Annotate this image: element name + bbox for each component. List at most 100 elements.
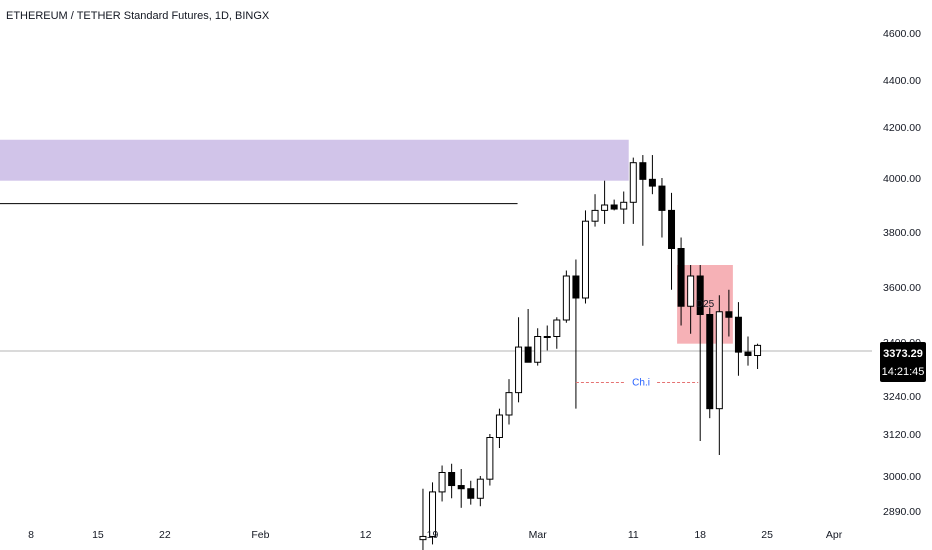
x-tick-label: 18	[694, 529, 706, 541]
candle	[543, 325, 551, 351]
candle	[754, 343, 762, 369]
zones-layer	[0, 139, 733, 344]
candle	[620, 191, 628, 224]
candle-body	[725, 311, 733, 318]
annotations-layer: D25 Ch.i	[575, 299, 715, 389]
candle	[524, 309, 532, 363]
candle	[706, 307, 714, 419]
chart-title: ETHEREUM / TETHER Standard Futures, 1D, …	[6, 10, 270, 22]
chi-label: Ch.i	[632, 378, 650, 389]
y-tick-label: 3800.00	[883, 227, 921, 239]
candle	[591, 194, 599, 227]
candle	[601, 180, 609, 224]
candle	[457, 469, 465, 508]
x-tick-label: Mar	[529, 529, 548, 541]
candle	[658, 178, 666, 238]
candle-body	[677, 248, 685, 307]
candle-body	[467, 488, 475, 499]
candle-body	[457, 485, 465, 490]
candle	[629, 157, 637, 224]
x-tick-label: 12	[360, 529, 372, 541]
candle-body	[668, 209, 676, 249]
demand-box-label: D25	[696, 299, 715, 310]
candle-body	[648, 178, 656, 187]
candle-body	[610, 204, 618, 210]
candle-body	[639, 162, 647, 180]
candle	[744, 336, 752, 366]
candle-body	[486, 437, 494, 480]
candle-body	[658, 185, 666, 211]
y-axis[interactable]: 4600.00 4400.00 4200.00 4000.00 3800.00 3600.…	[883, 28, 921, 518]
y-tick-label: 3000.00	[883, 471, 921, 483]
x-tick-label: Apr	[826, 529, 843, 541]
y-tick-label: 4600.00	[883, 28, 921, 40]
countdown-label: 14:21:45	[882, 366, 925, 378]
candle-body	[438, 472, 446, 493]
candle-body	[744, 351, 752, 356]
x-axis[interactable]: 8 15 22 Feb 12 19 Mar 11 18 25 Apr	[28, 529, 843, 541]
candle-body	[706, 314, 714, 410]
x-tick-label: 19	[427, 529, 439, 541]
candle	[687, 265, 695, 334]
last-price-label: 3373.29	[883, 348, 923, 360]
candle	[572, 259, 580, 409]
candle	[696, 265, 704, 441]
candle-body	[581, 220, 589, 299]
candle	[438, 465, 446, 502]
candle-body	[495, 414, 503, 438]
y-tick-label: 4400.00	[883, 75, 921, 87]
candle-body	[696, 275, 704, 315]
candle-body	[591, 209, 599, 222]
candle	[448, 463, 456, 499]
candle-body	[715, 311, 723, 410]
candle-body	[448, 472, 456, 487]
candle	[725, 289, 733, 337]
candle	[553, 317, 561, 349]
candle-body	[419, 535, 427, 541]
y-tick-label: 4200.00	[883, 122, 921, 134]
candle	[734, 302, 742, 376]
candle-body	[524, 346, 532, 363]
candle-body	[572, 275, 580, 299]
candle	[648, 155, 656, 195]
demand-box	[677, 265, 733, 344]
candle	[476, 476, 484, 507]
y-tick-label: 3240.00	[883, 391, 921, 403]
x-tick-label: Feb	[251, 529, 269, 541]
candle-body	[534, 336, 542, 363]
price-tag-bg	[880, 342, 926, 382]
candle	[419, 488, 427, 550]
candle-body	[515, 346, 523, 394]
candle	[515, 317, 523, 403]
candle-body	[476, 478, 484, 499]
candle	[715, 295, 723, 455]
grid-layer	[0, 203, 872, 352]
candle	[486, 434, 494, 486]
x-tick-label: 11	[628, 529, 639, 541]
last-price-tag: 3373.29 14:21:45	[880, 342, 926, 382]
candle-body	[754, 344, 762, 356]
y-tick-label: 3120.00	[883, 429, 921, 441]
y-tick-label: 4000.00	[883, 173, 921, 185]
y-tick-label: 3600.00	[883, 282, 921, 294]
x-tick-label: 15	[92, 529, 104, 541]
candle	[677, 237, 685, 326]
candle-body	[734, 316, 742, 353]
x-tick-label: 8	[28, 529, 34, 541]
candle-body	[629, 162, 637, 203]
candle	[581, 210, 589, 304]
x-tick-label: 22	[159, 529, 171, 541]
candle-body	[562, 275, 570, 321]
candle	[429, 482, 437, 545]
candle	[668, 192, 676, 290]
candle-body	[543, 336, 551, 338]
candle-body	[553, 319, 561, 337]
candle-body	[429, 491, 437, 537]
candle	[467, 480, 475, 505]
candle-body	[620, 201, 628, 210]
candle	[534, 328, 542, 366]
candle-body	[505, 392, 513, 416]
candles-layer	[419, 155, 762, 550]
candle	[639, 155, 647, 246]
